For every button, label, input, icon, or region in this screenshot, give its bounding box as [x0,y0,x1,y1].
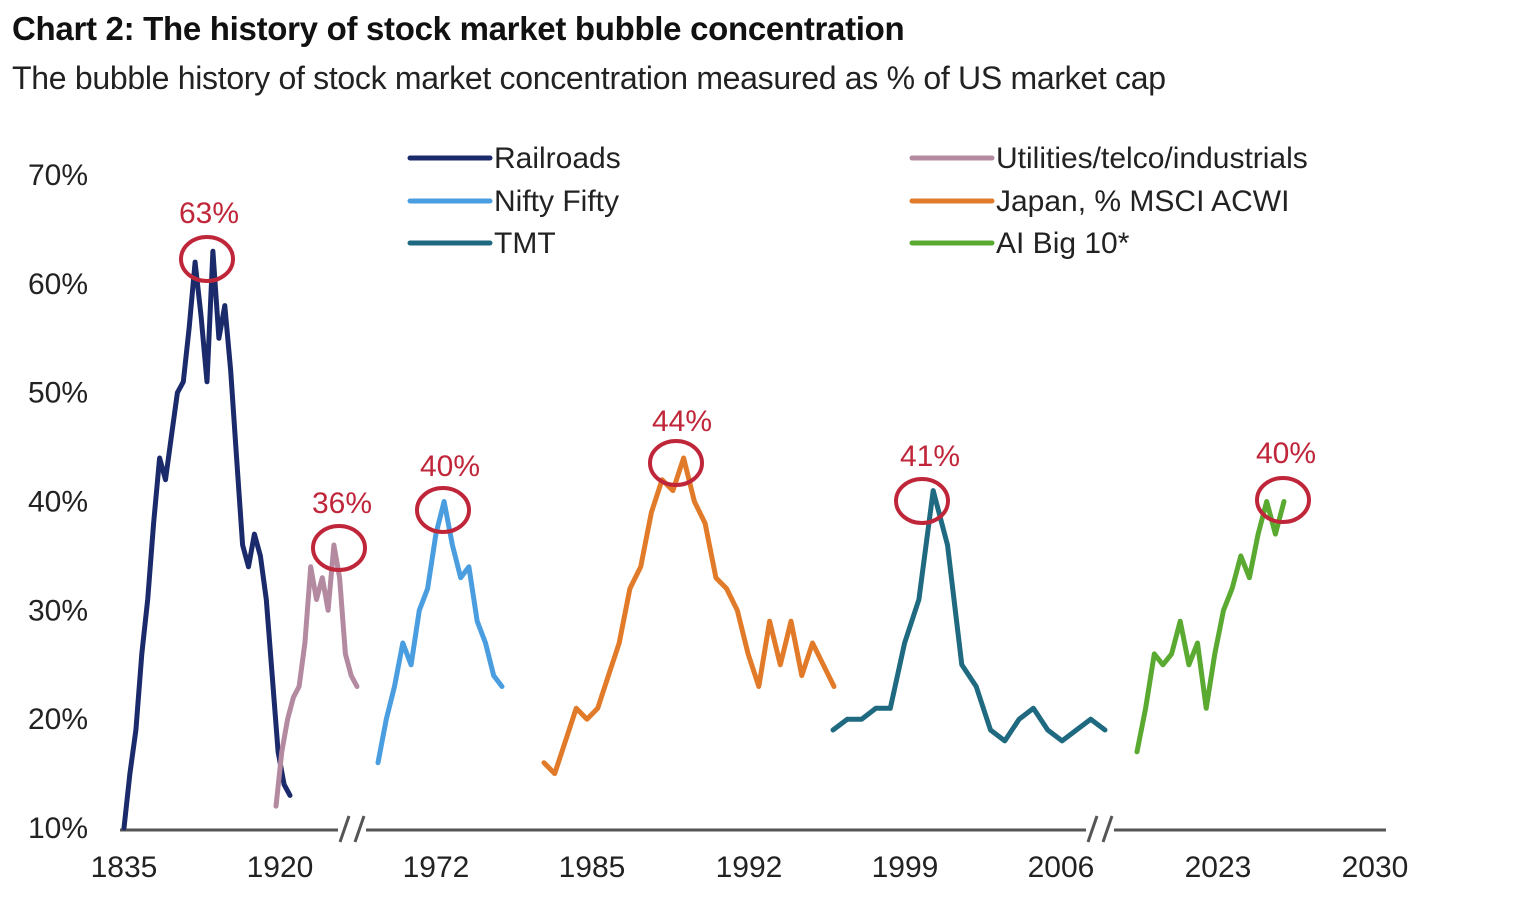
x-tick-label: 1985 [559,851,626,884]
x-tick-label: 2030 [1342,851,1409,884]
series-line-utilities-telco-industrials [273,542,360,809]
axis-break-mark [1086,815,1099,843]
series-line-nifty-fifty [375,499,505,766]
y-tick-label: 30% [28,594,88,627]
x-tick-label: 2006 [1028,851,1095,884]
x-tick-label: 2023 [1185,851,1252,884]
axis-break-mark [338,815,351,843]
y-tick-label: 50% [28,377,88,410]
peak-circle [648,439,704,487]
legend-label: TMT [494,227,556,260]
axis-break-mark [1101,815,1114,843]
axis-break-mark [353,815,366,843]
peak-circle [415,486,471,534]
x-tick-label: 1992 [716,851,783,884]
peak-label: 36% [312,487,372,520]
peak-label: 44% [652,405,712,438]
chart-subtitle: The bubble history of stock market conce… [12,60,1166,96]
peak-label: 63% [179,197,239,230]
legend-label: Nifty Fifty [494,185,619,218]
peak-label: 40% [1256,437,1316,470]
series-line-ai-big-10 [1134,499,1287,755]
series-line-tmt [830,488,1108,744]
chart-title: Chart 2: The history of stock market bub… [12,10,905,47]
y-tick-label: 40% [28,486,88,519]
y-tick-label: 70% [28,159,88,192]
x-tick-label: 1972 [403,851,470,884]
x-tick-label: 1920 [247,851,314,884]
legend-label: AI Big 10* [996,227,1130,260]
peak-circle [311,524,367,572]
peak-circle [894,477,950,525]
peak-label: 41% [900,440,960,473]
peak-label: 40% [420,450,480,483]
series-line-railroads [121,248,293,831]
legend-label: Japan, % MSCI ACWI [996,185,1289,218]
legend-label: Utilities/telco/industrials [996,142,1308,175]
y-tick-label: 60% [28,268,88,301]
series-line-japan-msci-acwi [541,455,837,777]
y-tick-label: 20% [28,703,88,736]
x-tick-label: 1999 [872,851,939,884]
peak-circle [179,235,235,283]
peak-circle [1255,476,1311,524]
legend-label: Railroads [494,142,621,175]
y-tick-label: 10% [28,812,88,845]
x-tick-label: 1835 [91,851,158,884]
